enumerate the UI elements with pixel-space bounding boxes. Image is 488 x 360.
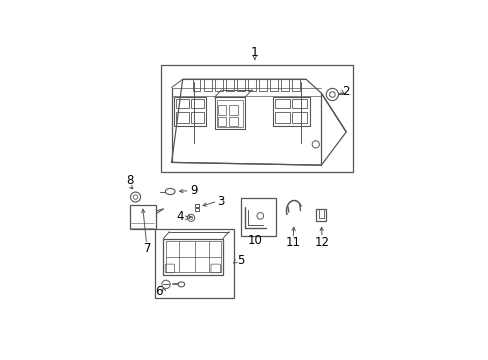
Bar [241,198,275,236]
Bar [229,117,237,126]
Bar [292,112,307,123]
Text: 5: 5 [237,254,244,267]
Text: 1: 1 [250,46,258,59]
Text: 8: 8 [125,174,133,187]
Bar [191,99,203,108]
Bar [316,209,325,221]
Bar [270,79,278,91]
Bar [229,105,237,115]
Bar [292,79,300,91]
Text: 7: 7 [144,242,151,255]
Bar [216,100,243,127]
Bar [175,112,188,123]
Bar [130,205,156,229]
Bar [214,79,222,91]
Bar [218,117,226,126]
Bar [281,79,288,91]
Bar [214,97,244,129]
Bar [247,79,255,91]
Bar [174,97,206,126]
Bar [155,229,233,298]
Bar [274,99,289,108]
Bar [272,97,309,126]
Bar [225,79,233,91]
Bar [163,239,223,275]
Bar [195,208,198,211]
Text: 11: 11 [285,236,300,249]
Text: 6: 6 [155,285,162,298]
Text: 3: 3 [217,195,224,208]
Bar [292,99,307,108]
Text: 10: 10 [247,234,262,247]
Bar [175,99,188,108]
Bar [259,79,266,91]
Text: 12: 12 [314,236,329,249]
Bar [192,79,200,91]
Bar [195,204,198,207]
Bar [218,105,226,115]
Bar [274,112,289,123]
Text: 2: 2 [342,85,349,98]
Bar [160,66,352,172]
Text: 9: 9 [190,184,197,197]
Text: 4: 4 [176,210,183,223]
Bar [237,79,244,91]
Bar [191,112,203,123]
Bar [203,79,211,91]
